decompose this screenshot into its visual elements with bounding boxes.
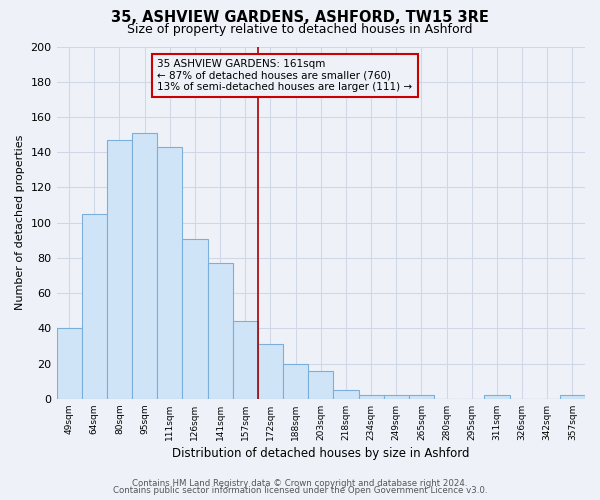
Bar bbox=[258, 344, 283, 399]
Bar bbox=[409, 396, 434, 399]
Bar bbox=[484, 396, 509, 399]
Bar bbox=[560, 396, 585, 399]
Bar bbox=[82, 214, 107, 399]
Y-axis label: Number of detached properties: Number of detached properties bbox=[15, 135, 25, 310]
Bar bbox=[56, 328, 82, 399]
Bar bbox=[157, 147, 182, 399]
Text: Contains HM Land Registry data © Crown copyright and database right 2024.: Contains HM Land Registry data © Crown c… bbox=[132, 478, 468, 488]
Bar bbox=[359, 396, 383, 399]
Bar bbox=[308, 370, 334, 399]
Bar bbox=[132, 133, 157, 399]
Text: Size of property relative to detached houses in Ashford: Size of property relative to detached ho… bbox=[127, 22, 473, 36]
Text: 35 ASHVIEW GARDENS: 161sqm
← 87% of detached houses are smaller (760)
13% of sem: 35 ASHVIEW GARDENS: 161sqm ← 87% of deta… bbox=[157, 59, 412, 92]
Bar bbox=[334, 390, 359, 399]
Bar bbox=[208, 263, 233, 399]
Text: 35, ASHVIEW GARDENS, ASHFORD, TW15 3RE: 35, ASHVIEW GARDENS, ASHFORD, TW15 3RE bbox=[111, 10, 489, 25]
Text: Contains public sector information licensed under the Open Government Licence v3: Contains public sector information licen… bbox=[113, 486, 487, 495]
Bar bbox=[283, 364, 308, 399]
Bar bbox=[182, 238, 208, 399]
Bar bbox=[107, 140, 132, 399]
Bar bbox=[383, 396, 409, 399]
Bar bbox=[233, 322, 258, 399]
X-axis label: Distribution of detached houses by size in Ashford: Distribution of detached houses by size … bbox=[172, 447, 470, 460]
